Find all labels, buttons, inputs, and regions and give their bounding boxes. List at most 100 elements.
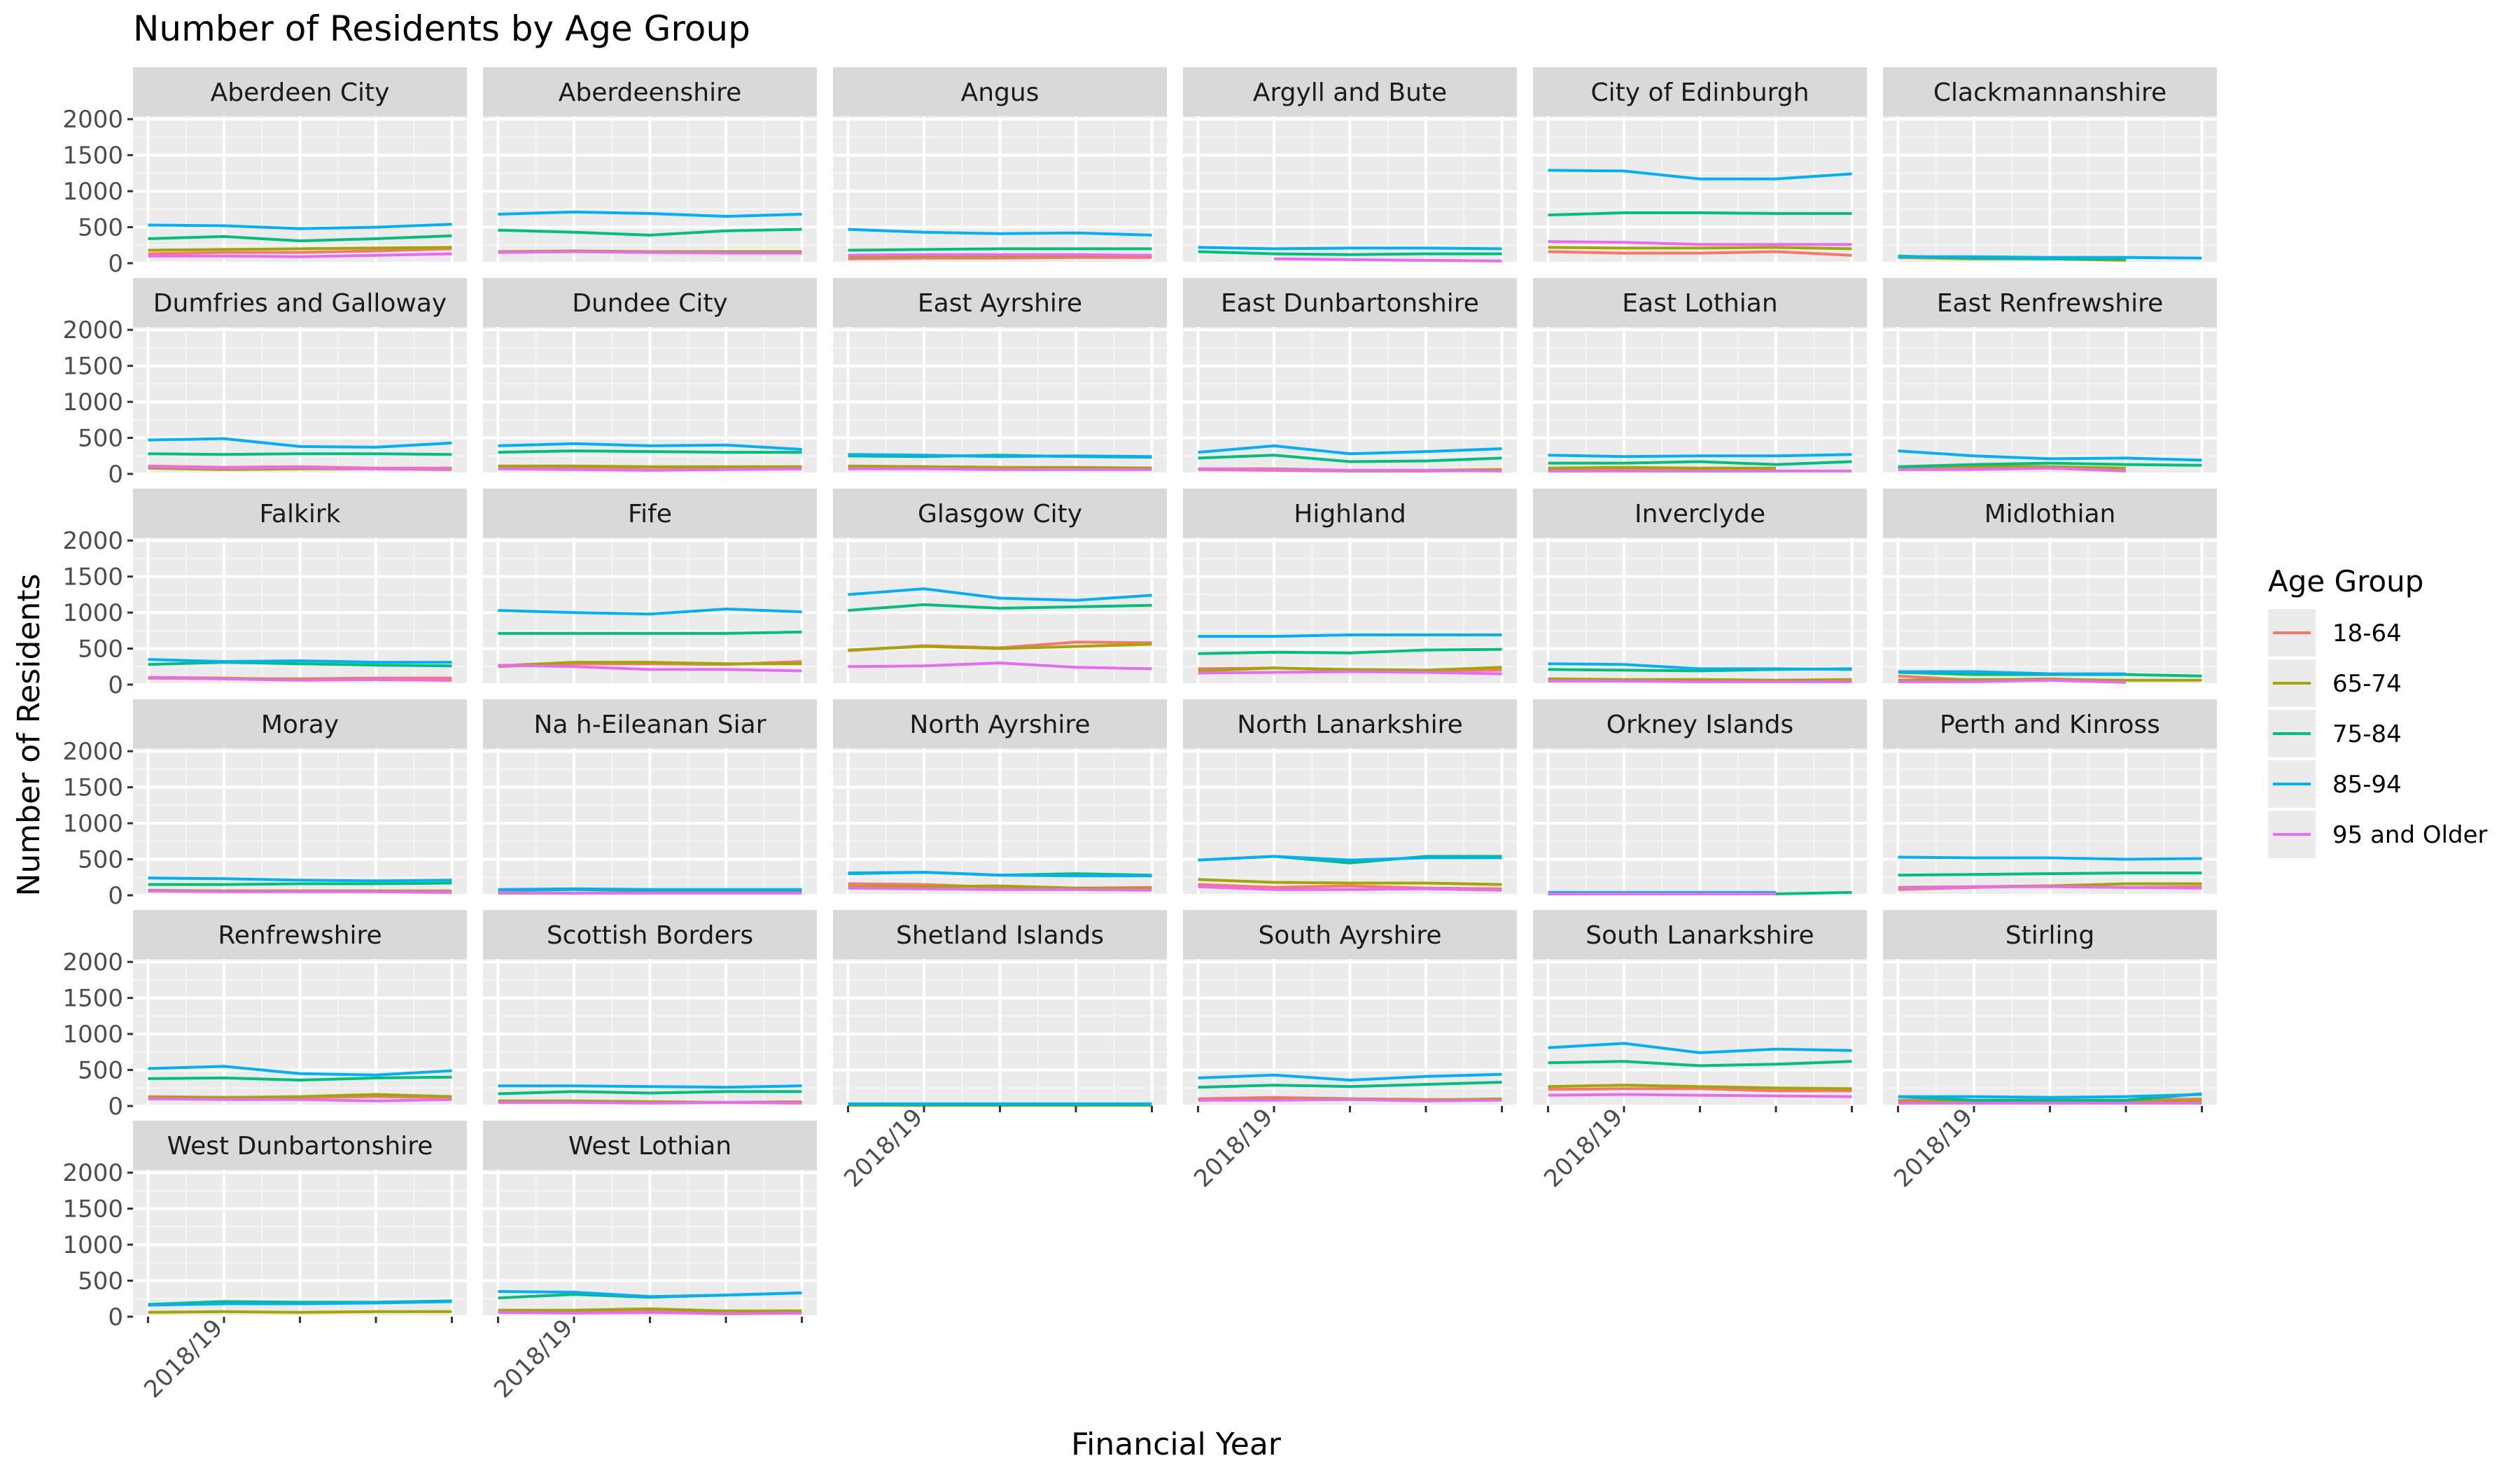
panel-strip-label: Dundee City: [572, 289, 728, 318]
panel-east-ayrshire: East Ayrshire: [833, 278, 1167, 474]
y-tick-label: 0: [108, 1303, 123, 1331]
panel-na-h-eileanan-siar: Na h-Eileanan Siar: [483, 699, 817, 895]
panel-strip-label: East Ayrshire: [918, 289, 1082, 318]
legend-label: 95 and Older: [2332, 821, 2488, 849]
y-tick-label: 1000: [62, 388, 123, 416]
y-tick-label: 500: [78, 425, 123, 453]
panel-strip-label: North Lanarkshire: [1237, 710, 1463, 739]
panel-strip-label: Scottish Borders: [547, 921, 753, 950]
series-line-85-94: [498, 889, 802, 890]
panel-strip-label: Stirling: [2005, 921, 2094, 950]
y-tick-label: 0: [108, 1093, 123, 1121]
legend-label: 18-64: [2332, 620, 2402, 648]
series-line-75-84: [848, 248, 1152, 250]
y-tick-label: 2000: [62, 738, 123, 766]
panel-strip-label: East Lothian: [1622, 289, 1777, 318]
panel-strip-label: West Dunbartonshire: [167, 1132, 433, 1161]
panel-strip-label: Renfrewshire: [218, 921, 382, 950]
panel-strip-label: Aberdeen City: [211, 78, 390, 107]
panel-strip-label: Highland: [1294, 500, 1406, 528]
series-line-95-and-older: [1898, 887, 2202, 888]
y-tick-label: 1000: [62, 1021, 123, 1049]
panel-strip-label: Shetland Islands: [896, 921, 1104, 950]
panel-strip-label: Clackmannanshire: [1933, 78, 2166, 107]
series-line-85-94: [1898, 257, 2202, 258]
y-tick-label: 500: [78, 1057, 123, 1085]
panel-strip-label: Na h-Eileanan Siar: [533, 710, 766, 739]
y-tick-label: 0: [108, 461, 123, 489]
y-tick-label: 2000: [62, 1159, 123, 1187]
panel-midlothian: Midlothian: [1883, 489, 2217, 685]
series-line-95-and-older: [1898, 680, 2127, 682]
panel-strip-label: Argyll and Bute: [1253, 78, 1447, 107]
panel-strip-label: City of Edinburgh: [1590, 78, 1809, 107]
panel-strip-label: East Renfrewshire: [1937, 289, 2164, 318]
y-tick-label: 1500: [62, 353, 123, 381]
panel-north-lanarkshire: North Lanarkshire: [1183, 699, 1517, 895]
panel-strip-label: Inverclyde: [1634, 500, 1765, 528]
panel-strip-label: West Lothian: [568, 1132, 732, 1161]
y-tick-label: 0: [108, 671, 123, 699]
y-tick-label: 2000: [62, 948, 123, 976]
y-tick-label: 1000: [62, 599, 123, 627]
series-line-85-94: [1198, 635, 1502, 636]
panel-strip-label: South Lanarkshire: [1586, 921, 1814, 950]
series-line-95-and-older: [498, 469, 802, 470]
panel-strip-label: East Dunbartonshire: [1221, 289, 1479, 318]
chart-title: Number of Residents by Age Group: [133, 8, 750, 49]
panel-dundee-city: Dundee City: [483, 278, 817, 474]
series-line-95-and-older: [1198, 1100, 1502, 1101]
panel-perth-and-kinross: Perth and Kinross: [1883, 699, 2217, 895]
panel-strip-label: North Ayrshire: [909, 710, 1090, 739]
series-line-65-74: [498, 466, 802, 467]
panel-strip-label: Aberdeenshire: [559, 78, 742, 107]
legend-title: Age Group: [2268, 564, 2423, 598]
series-line-95-and-older: [148, 891, 452, 892]
y-tick-label: 2000: [62, 106, 123, 134]
panel-strip-label: Moray: [261, 710, 339, 739]
y-tick-label: 1000: [62, 1231, 123, 1259]
series-line-95-and-older: [498, 252, 802, 253]
panel-north-ayrshire: North Ayrshire: [833, 699, 1167, 895]
y-tick-label: 0: [108, 882, 123, 910]
legend-label: 75-84: [2332, 720, 2402, 748]
panel-east-renfrewshire: East Renfrewshire: [1883, 278, 2217, 474]
y-tick-label: 1500: [62, 774, 123, 802]
panel-strip-label: Dumfries and Galloway: [153, 289, 447, 318]
series-line-95-and-older: [498, 1102, 802, 1103]
panel-fife: Fife: [483, 489, 817, 685]
panel-scottish-borders: Scottish Borders: [483, 910, 817, 1106]
panel-glasgow-city: Glasgow City: [833, 489, 1167, 685]
panel-east-lothian: East Lothian: [1533, 278, 1867, 474]
panel-city-of-edinburgh: City of Edinburgh: [1533, 67, 1867, 263]
y-tick-label: 500: [78, 214, 123, 242]
panel-strip-label: Fife: [628, 500, 672, 528]
y-tick-label: 1500: [62, 985, 123, 1013]
y-tick-label: 1000: [62, 810, 123, 838]
series-line-85-94: [1198, 247, 1502, 248]
panel-east-dunbartonshire: East Dunbartonshire: [1183, 278, 1517, 474]
panel-inverclyde: Inverclyde: [1533, 489, 1867, 685]
y-tick-label: 1000: [62, 178, 123, 206]
series-line-95-and-older: [498, 892, 802, 893]
y-tick-label: 500: [78, 1268, 123, 1296]
panel-strip-label: South Ayrshire: [1258, 921, 1441, 950]
series-line-85-94: [1548, 454, 1852, 456]
legend-label: 65-74: [2332, 670, 2402, 698]
series-line-85-94: [498, 1086, 802, 1087]
y-axis-title: Number of Residents: [11, 573, 47, 896]
y-tick-label: 1500: [62, 564, 123, 592]
panel-orkney-islands: Orkney Islands: [1533, 699, 1867, 895]
series-line-95-and-older: [498, 1312, 802, 1314]
series-line-95-and-older: [1548, 681, 1852, 682]
panel-clackmannanshire: Clackmannanshire: [1883, 67, 2217, 263]
panel-strip-label: Midlothian: [1984, 500, 2116, 528]
series-line-75-84: [498, 632, 802, 634]
y-tick-label: 500: [78, 846, 123, 874]
series-line-65-74: [1548, 247, 1852, 248]
y-tick-label: 1500: [62, 1196, 123, 1224]
panel-angus: Angus: [833, 67, 1167, 263]
panel-strip-label: Orkney Islands: [1606, 710, 1794, 739]
legend-label: 85-94: [2332, 771, 2402, 799]
